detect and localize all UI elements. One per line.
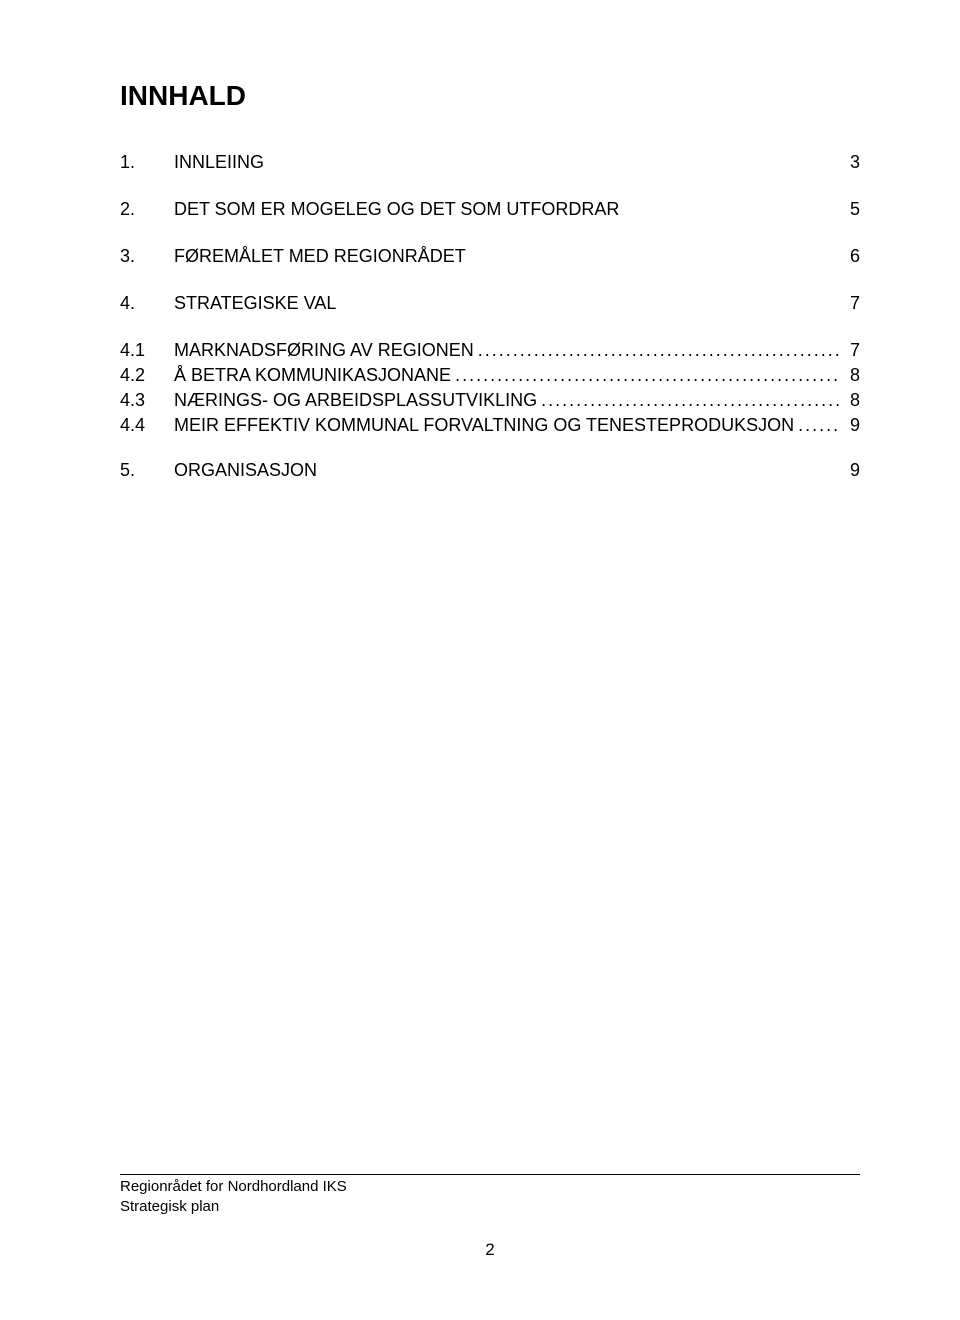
toc-number: 5.	[120, 460, 174, 481]
toc-page: 8	[840, 390, 860, 411]
toc-page: 6	[840, 246, 860, 267]
toc-number: 1.	[120, 152, 174, 173]
toc-leader-dots	[451, 365, 840, 386]
toc-number: 4.1	[120, 340, 174, 361]
toc-number: 4.3	[120, 390, 174, 411]
toc-number: 4.4	[120, 415, 174, 436]
toc-entry: 1. INNLEIING 3	[120, 152, 860, 173]
toc-page: 5	[840, 199, 860, 220]
toc-subentry: 4.4 MEIR EFFEKTIV KOMMUNAL FORVALTNING O…	[120, 415, 860, 436]
toc-entry: 4. STRATEGISKE VAL 7	[120, 293, 860, 314]
toc-page: 8	[840, 365, 860, 386]
toc-label: DET SOM ER MOGELEG OG DET SOM UTFORDRAR	[174, 199, 619, 220]
toc-label: STRATEGISKE VAL	[174, 293, 336, 314]
toc-label: INNLEIING	[174, 152, 264, 173]
toc-entry: 5. ORGANISASJON 9	[120, 460, 860, 481]
footer-line-1: Regionrådet for Nordhordland IKS	[120, 1177, 860, 1197]
toc-page: 7	[840, 293, 860, 314]
toc-label: MARKNADSFØRING AV REGIONEN	[174, 340, 474, 361]
footer-page-number: 2	[120, 1240, 860, 1260]
toc-leader-dots	[537, 390, 840, 411]
toc-label: FØREMÅLET MED REGIONRÅDET	[174, 246, 466, 267]
toc-page: 7	[840, 340, 860, 361]
toc-page: 3	[840, 152, 860, 173]
toc-number: 2.	[120, 199, 174, 220]
toc-leader-dots	[794, 415, 840, 436]
toc-page: 9	[840, 460, 860, 481]
toc-label: Å BETRA KOMMUNIKASJONANE	[174, 365, 451, 386]
toc-subentry: 4.3 NÆRINGS- OG ARBEIDSPLASSUTVIKLING 8	[120, 390, 860, 411]
toc-page: 9	[840, 415, 860, 436]
toc-leader-dots	[474, 340, 840, 361]
toc-label: ORGANISASJON	[174, 460, 317, 481]
toc-number: 4.2	[120, 365, 174, 386]
toc-number: 4.	[120, 293, 174, 314]
footer-divider	[120, 1174, 860, 1175]
footer-line-2: Strategisk plan	[120, 1197, 860, 1217]
toc-subentry: 4.1 MARKNADSFØRING AV REGIONEN 7	[120, 340, 860, 361]
page-footer: Regionrådet for Nordhordland IKS Strateg…	[120, 1174, 860, 1260]
page-title: INNHALD	[120, 80, 860, 112]
toc-subentry: 4.2 Å BETRA KOMMUNIKASJONANE 8	[120, 365, 860, 386]
toc-label: NÆRINGS- OG ARBEIDSPLASSUTVIKLING	[174, 390, 537, 411]
toc-entry: 2. DET SOM ER MOGELEG OG DET SOM UTFORDR…	[120, 199, 860, 220]
toc-number: 3.	[120, 246, 174, 267]
toc-label: MEIR EFFEKTIV KOMMUNAL FORVALTNING OG TE…	[174, 415, 794, 436]
toc-entry: 3. FØREMÅLET MED REGIONRÅDET 6	[120, 246, 860, 267]
